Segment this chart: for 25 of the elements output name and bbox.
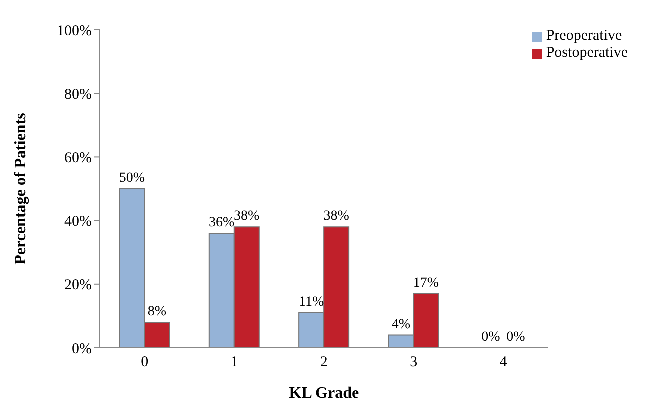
x-tick-label: 2 [320, 354, 328, 371]
x-tick-label: 0 [141, 354, 149, 371]
data-label: 38% [324, 209, 350, 224]
x-tick-label: 4 [500, 354, 508, 371]
y-tick-label: 0% [72, 341, 92, 358]
data-label: 4% [392, 317, 411, 332]
y-axis-title: Percentage of Patients [12, 113, 30, 265]
y-tick-label: 100% [57, 23, 92, 40]
data-label: 11% [298, 295, 324, 310]
y-tick-label: 80% [64, 86, 92, 103]
x-tick-label: 3 [410, 354, 418, 371]
legend-label: Preoperative [546, 28, 622, 44]
y-tick-label: 20% [64, 278, 92, 294]
data-label: 8% [148, 304, 167, 320]
data-label: 17% [413, 276, 440, 291]
legend-label: Postoperative [546, 45, 628, 61]
data-label: 50% [119, 171, 146, 186]
x-axis-title: KL Grade [289, 385, 360, 402]
data-label: 0% [506, 330, 526, 345]
data-label: 38% [234, 209, 260, 224]
data-label: 0% [482, 330, 501, 345]
x-tick-label: 1 [230, 354, 238, 371]
y-tick-label: 60% [64, 150, 92, 167]
y-tick-label: 40% [64, 214, 92, 230]
data-label: 36% [209, 216, 236, 231]
